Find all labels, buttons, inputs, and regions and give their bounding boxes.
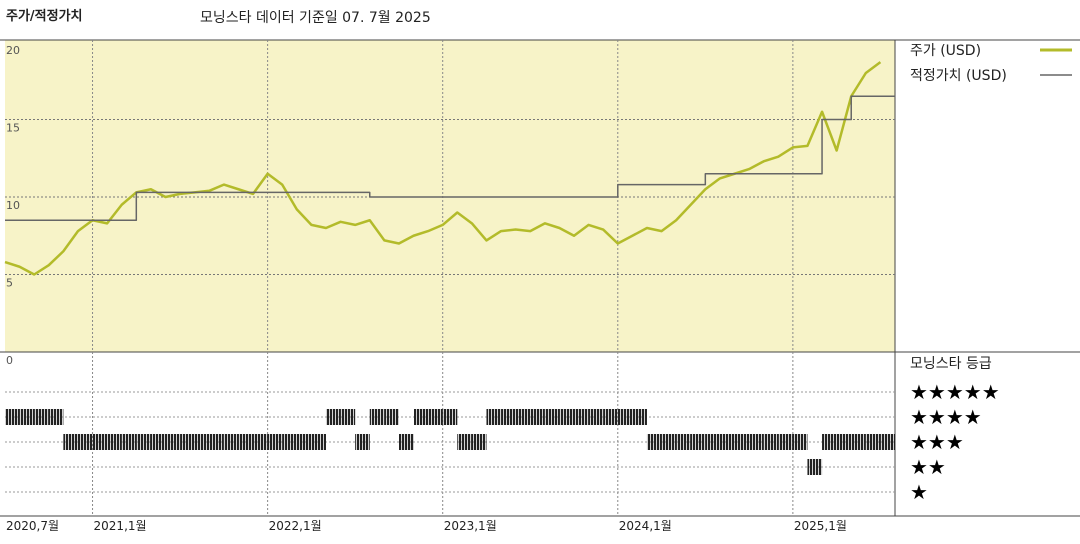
rating-bar	[705, 434, 720, 450]
rating-bar	[311, 434, 326, 450]
y-tick-label: 15	[6, 122, 20, 135]
y-tick-label: 10	[6, 199, 20, 212]
rating-bar	[282, 434, 297, 450]
rating-bar	[457, 434, 472, 450]
legend-label: 적정가치 (USD)	[910, 68, 1007, 84]
rating-bar	[267, 434, 283, 450]
rating-bar	[34, 409, 49, 425]
rating-bar	[646, 434, 662, 450]
rating-bar	[355, 434, 370, 450]
rating-bar	[471, 434, 487, 450]
rating-bar	[121, 434, 137, 450]
x-tick-label: 2023,1월	[444, 519, 497, 533]
rating-bar	[617, 409, 633, 425]
series-line	[5, 95, 895, 221]
rating-bar	[690, 434, 706, 450]
rating-bar	[676, 434, 691, 450]
rating-bar	[63, 434, 78, 450]
rating-bar	[413, 409, 429, 425]
rating-title: 모닝스타 등급	[910, 356, 992, 372]
rating-bar	[734, 434, 750, 450]
rating-bar	[822, 434, 837, 450]
rating-bar	[150, 434, 166, 450]
rating-bar	[92, 434, 108, 450]
plot-background	[5, 40, 895, 352]
rating-bar	[486, 409, 502, 425]
rating-bar	[574, 409, 589, 425]
rating-bar	[778, 434, 793, 450]
rating-bar	[442, 409, 458, 425]
rating-bar	[180, 434, 195, 450]
rating-legend-label: ★★★★	[910, 405, 982, 429]
rating-bar	[763, 434, 779, 450]
rating-bar	[530, 409, 545, 425]
rating-bar	[851, 434, 866, 450]
rating-bar	[19, 409, 35, 425]
rating-bar	[515, 409, 531, 425]
rating-bar	[165, 434, 181, 450]
rating-bar	[325, 409, 341, 425]
rating-bar	[384, 409, 399, 425]
rating-bar	[719, 434, 735, 450]
rating-legend-label: ★★	[910, 455, 946, 479]
x-tick-label: 2024,1월	[619, 519, 672, 533]
x-tick-label: 2021,1월	[94, 519, 147, 533]
rating-bar	[253, 434, 268, 450]
rating-bar	[5, 409, 20, 425]
rating-bar	[340, 409, 356, 425]
rating-bar	[588, 409, 604, 425]
rating-bar	[792, 434, 808, 450]
x-tick-label: 2020,7월	[6, 519, 59, 533]
chart-subtitle: 모닝스타 데이터 기준일 07. 7월 2025	[200, 10, 431, 26]
rating-legend-label: ★	[910, 480, 928, 504]
rating-bar	[807, 459, 823, 475]
x-tick-label: 2025,1월	[794, 519, 847, 533]
rating-bar	[296, 434, 312, 450]
rating-bar	[544, 409, 560, 425]
rating-bar	[136, 434, 151, 450]
rating-bar	[603, 409, 618, 425]
x-tick-label: 2022,1월	[269, 519, 322, 533]
rating-bar	[836, 434, 852, 450]
rating-bar	[107, 434, 122, 450]
rating-bar	[223, 434, 239, 450]
rating-bar	[48, 409, 64, 425]
rating-bar	[77, 434, 93, 450]
rating-legend-label: ★★★	[910, 430, 964, 454]
rating-bar	[209, 434, 224, 450]
y-tick-label: 20	[6, 44, 20, 57]
rating-bar	[559, 409, 575, 425]
rating-bar	[428, 409, 443, 425]
rating-legend-label: ★★★★★	[910, 380, 1000, 404]
y-tick-label: 0	[6, 354, 13, 367]
rating-bar	[661, 434, 677, 450]
rating-bar	[880, 434, 895, 450]
rating-bar	[238, 434, 254, 450]
rating-bar	[749, 434, 764, 450]
rating-bar	[865, 434, 881, 450]
rating-bar	[369, 409, 385, 425]
legend-label: 주가 (USD)	[910, 43, 981, 59]
rating-bar	[194, 434, 210, 450]
rating-bar	[632, 409, 647, 425]
rating-bar	[398, 434, 414, 450]
rating-bar	[501, 409, 516, 425]
chart-title: 주가/적정가치	[6, 8, 83, 24]
y-tick-label: 5	[6, 277, 13, 290]
